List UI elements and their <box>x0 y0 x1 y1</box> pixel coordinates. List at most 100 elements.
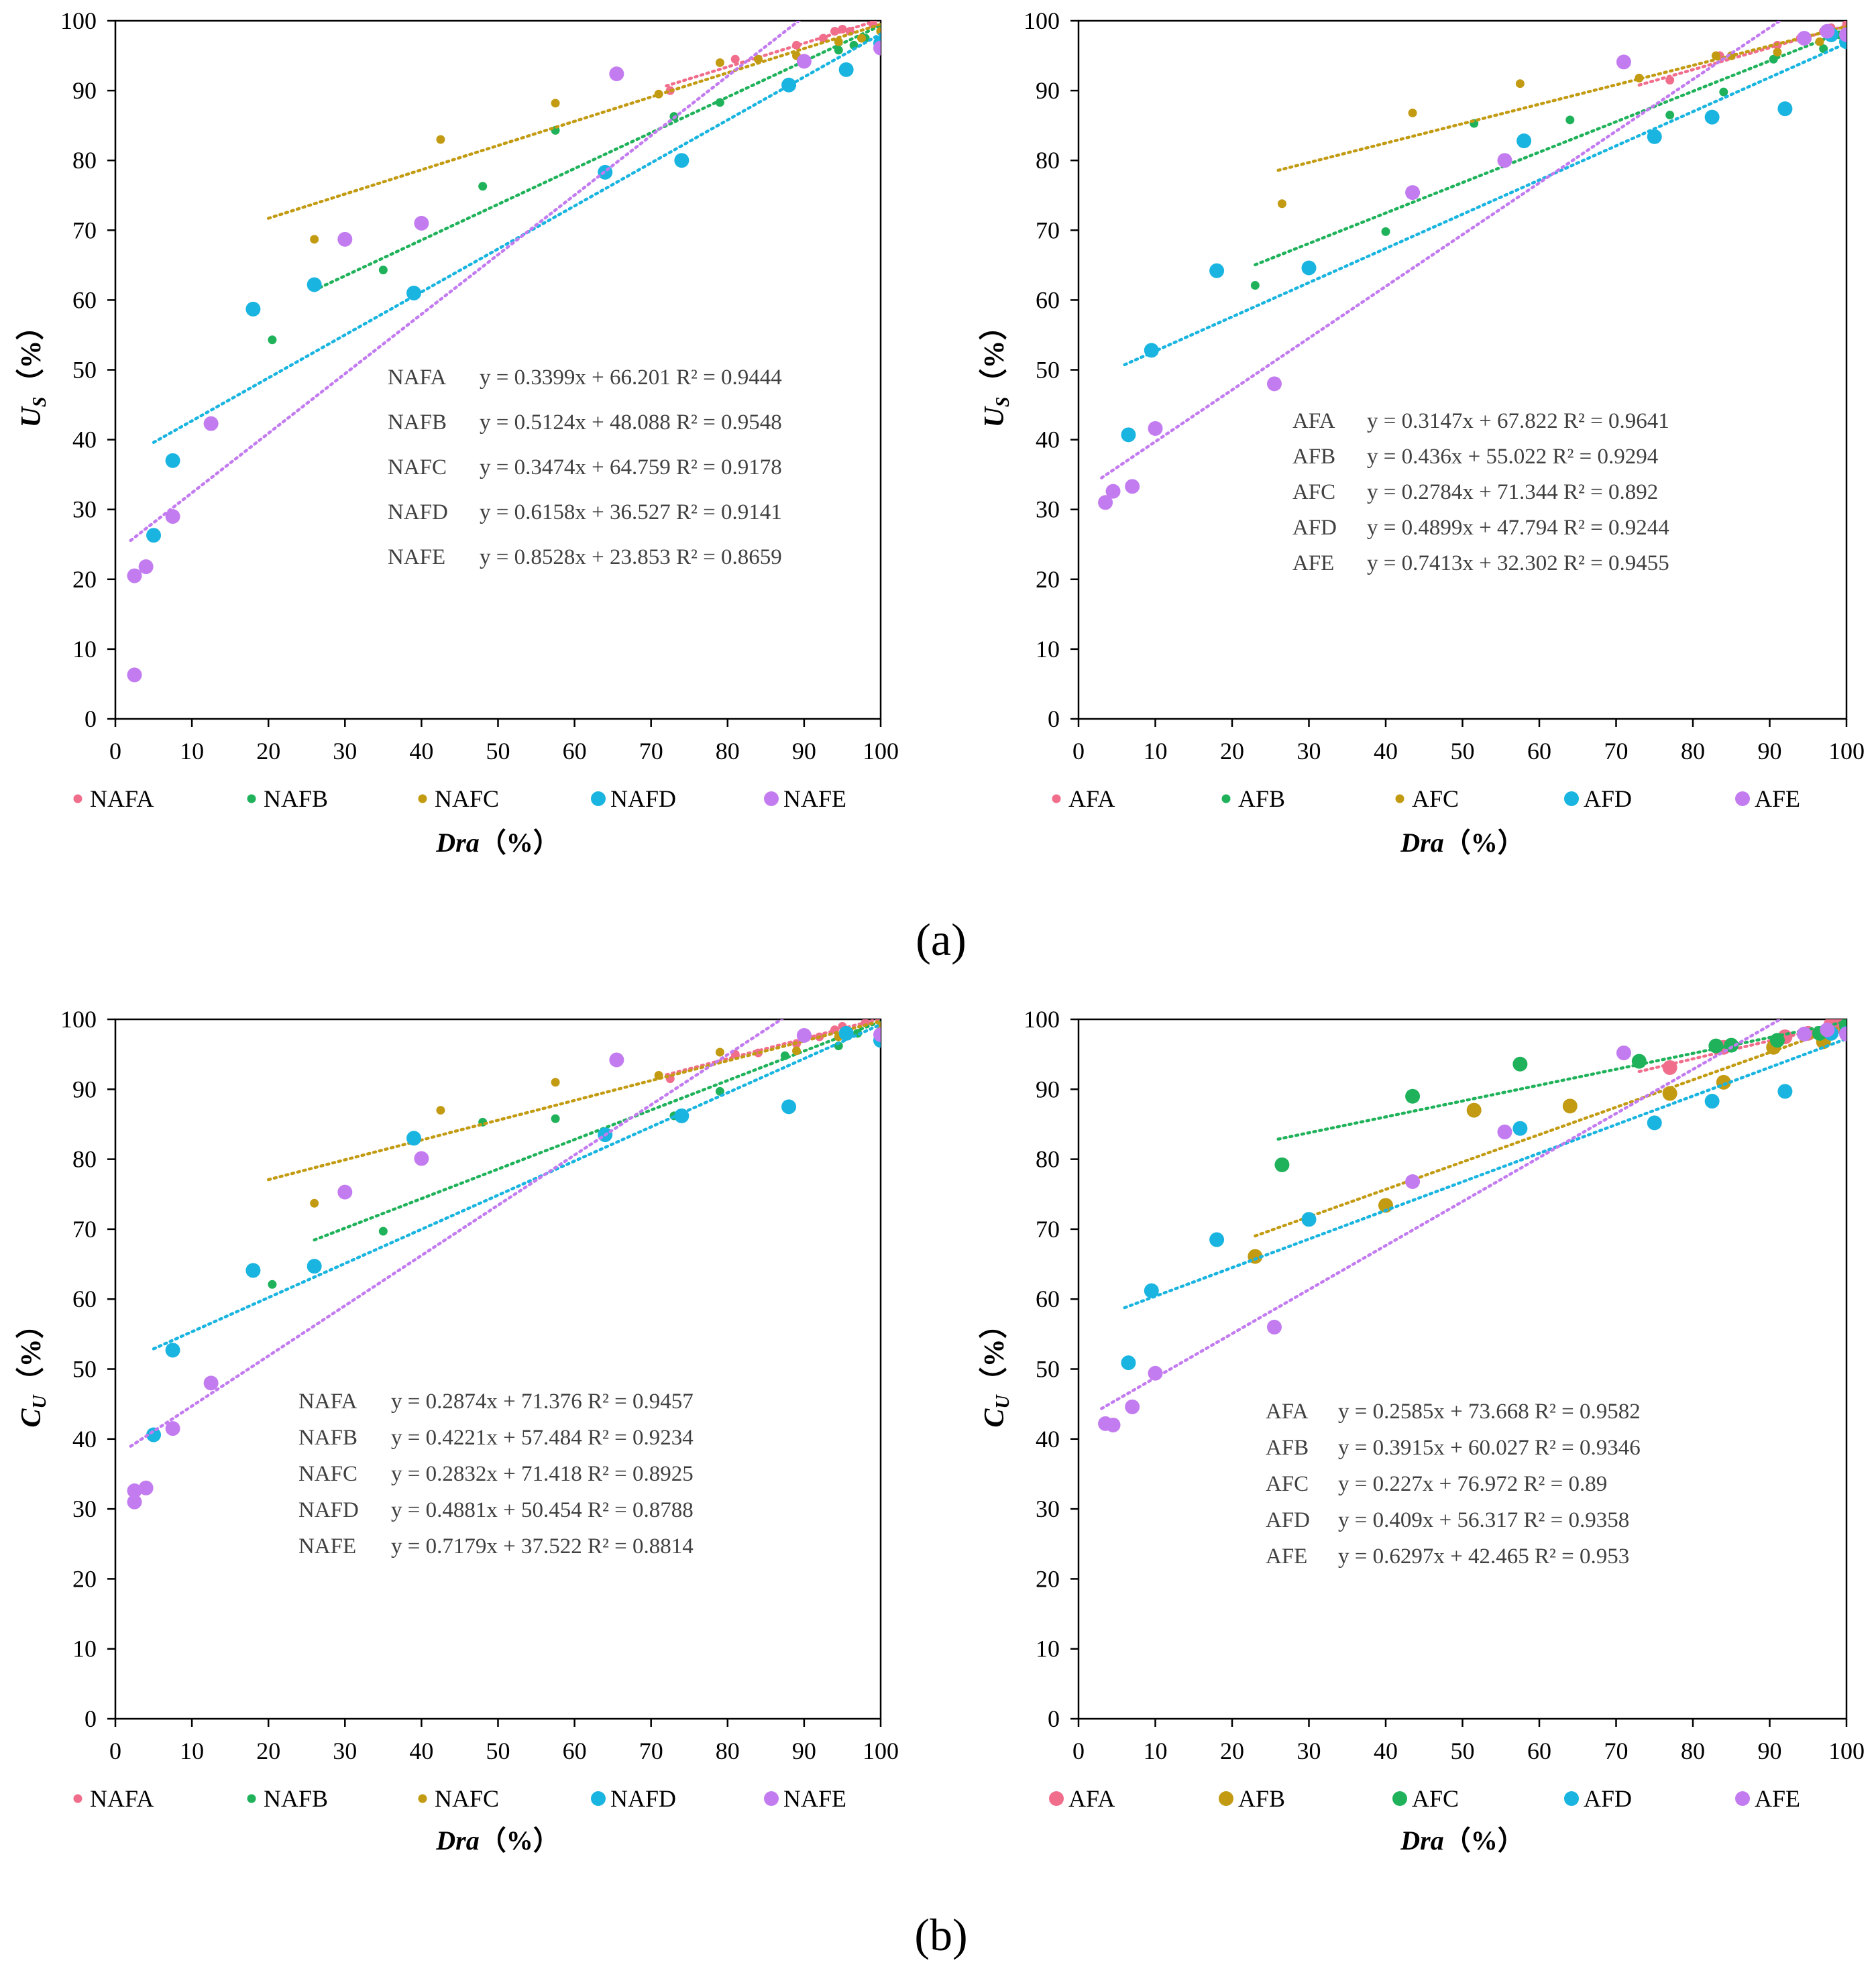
legend-marker-nafd <box>591 1791 606 1806</box>
data-point-nafe <box>796 1027 812 1043</box>
x-tick-label: 100 <box>863 1738 899 1764</box>
data-point-nafc <box>551 1078 560 1087</box>
y-tick-label: 50 <box>72 1356 97 1383</box>
data-point-afd <box>1301 260 1317 276</box>
y-tick-label: 40 <box>1036 427 1060 453</box>
x-tick-label: 100 <box>863 738 899 764</box>
x-tick-label: 50 <box>1451 738 1475 764</box>
trendline-afc <box>1276 1020 1846 1141</box>
data-point-afc <box>1515 79 1525 89</box>
data-point-nafa <box>830 27 840 36</box>
equation-afa: y = 0.2585x + 73.668 R² = 0.9582 <box>1338 1400 1641 1424</box>
y-axis-title: CU（%） <box>15 1310 50 1427</box>
data-point-afe <box>1497 153 1512 168</box>
y-tick-label: 40 <box>72 1426 97 1453</box>
trendline-nafa <box>665 1019 881 1076</box>
data-point-nafb <box>834 46 843 55</box>
x-tick-label: 30 <box>333 738 357 764</box>
data-point-nafe <box>414 1151 429 1166</box>
data-point-nafb <box>780 1051 789 1060</box>
y-tick-label: 90 <box>72 77 97 104</box>
data-point-afb <box>1562 1098 1578 1114</box>
legend-label-nafd: NAFD <box>610 785 676 812</box>
legend-label-afa: AFA <box>1068 785 1115 812</box>
x-tick-label: 40 <box>1374 1738 1398 1764</box>
y-tick-label: 20 <box>72 1565 97 1592</box>
equation-name-afc: AFC <box>1266 1472 1309 1496</box>
x-axis-title: Dra（%） <box>1400 1825 1524 1856</box>
equation-name-afa: AFA <box>1266 1400 1309 1424</box>
legend-label-afe: AFE <box>1755 785 1800 812</box>
legend-label-nafc: NAFC <box>435 1785 499 1812</box>
data-point-afd <box>1512 1121 1528 1136</box>
y-tick-label: 80 <box>72 1146 97 1173</box>
chart-cu-af: 0 10 20 30 40 50 60 70 80 90 100 0 10 20 30 40 50 60 70 80 9… <box>979 1006 1865 1856</box>
equation-name-afc: AFC <box>1292 480 1335 504</box>
x-tick-label: 80 <box>1681 1738 1705 1764</box>
data-point-afe <box>1405 185 1421 201</box>
x-tick-label: 80 <box>1681 738 1705 764</box>
x-tick-label: 70 <box>639 1738 663 1764</box>
data-point-nafb <box>268 335 277 345</box>
panel-caption-a: (a) <box>916 914 967 965</box>
plot-content <box>127 1019 881 1510</box>
data-point-nafe <box>165 1421 180 1436</box>
y-tick-label: 10 <box>1036 1636 1060 1662</box>
y-tick-label: 50 <box>1036 1356 1060 1383</box>
data-point-afc <box>1405 1088 1421 1104</box>
equation-name-afe: AFE <box>1292 551 1334 575</box>
data-point-afd <box>1144 343 1159 358</box>
x-tick-label: 20 <box>256 1738 280 1764</box>
x-tick-label: 100 <box>1828 738 1865 764</box>
x-tick-label: 50 <box>1451 1738 1475 1764</box>
legend-label-nafa: NAFA <box>90 1785 154 1812</box>
data-point-afb <box>1250 281 1260 290</box>
x-tick-label: 0 <box>109 1738 121 1764</box>
data-point-nafc <box>654 89 663 99</box>
y-tick-label: 30 <box>1036 496 1060 523</box>
data-point-nafa <box>838 24 847 34</box>
data-point-nafc <box>436 1106 445 1115</box>
data-point-nafc <box>310 1198 319 1208</box>
data-point-afb <box>1719 87 1728 97</box>
data-point-afd <box>1647 1115 1662 1131</box>
data-point-afe <box>1148 1365 1163 1381</box>
legend-marker-nafc <box>418 1794 427 1803</box>
equation-name-nafe: NAFE <box>298 1534 356 1559</box>
data-point-afe <box>1820 23 1835 39</box>
x-tick-label: 40 <box>409 1738 433 1764</box>
legend-label-afb: AFB <box>1238 1785 1285 1812</box>
plot-area-frame <box>1077 1018 1848 1720</box>
y-tick-label: 90 <box>72 1076 97 1102</box>
data-point-nafa <box>818 34 828 43</box>
data-point-afe <box>1125 479 1140 494</box>
legend-marker-afd <box>1564 791 1579 806</box>
y-tick-label: 60 <box>72 286 97 313</box>
equation-name-nafd: NAFD <box>388 500 448 524</box>
y-tick-label: 0 <box>1048 1705 1060 1732</box>
x-tick-label: 10 <box>180 1738 204 1764</box>
chart-cu-naf: 0 10 20 30 40 50 60 70 80 90 100 0 10 20 30 40 50 60 70 80 9… <box>15 1006 899 1856</box>
data-point-afe <box>1839 27 1846 42</box>
legend-marker-nafa <box>73 794 82 803</box>
legend-marker-nafa <box>73 1794 82 1803</box>
equation-afe: y = 0.6297x + 42.465 R² = 0.953 <box>1338 1544 1629 1569</box>
legend-label-nafc: NAFC <box>435 785 499 812</box>
equation-afa: y = 0.3147x + 67.822 R² = 0.9641 <box>1367 409 1669 433</box>
data-point-afd <box>1704 109 1720 125</box>
data-point-nafd <box>165 453 180 468</box>
data-point-nafc <box>436 135 445 144</box>
x-tick-label: 60 <box>1527 738 1551 764</box>
trendline-nafd <box>152 1023 881 1351</box>
legend-marker-nafc <box>418 794 427 803</box>
data-point-nafe <box>127 1494 142 1510</box>
equation-afc: y = 0.2784x + 71.344 R² = 0.892 <box>1367 480 1658 504</box>
data-point-nafd <box>406 285 421 300</box>
data-point-afe <box>1125 1399 1140 1414</box>
x-axis-title: Dra（%） <box>1400 828 1524 858</box>
data-point-nafe <box>873 1027 881 1042</box>
x-tick-label: 30 <box>1297 1738 1321 1764</box>
equation-name-nafd: NAFD <box>298 1498 359 1522</box>
legend-marker-afe <box>1735 1791 1750 1806</box>
